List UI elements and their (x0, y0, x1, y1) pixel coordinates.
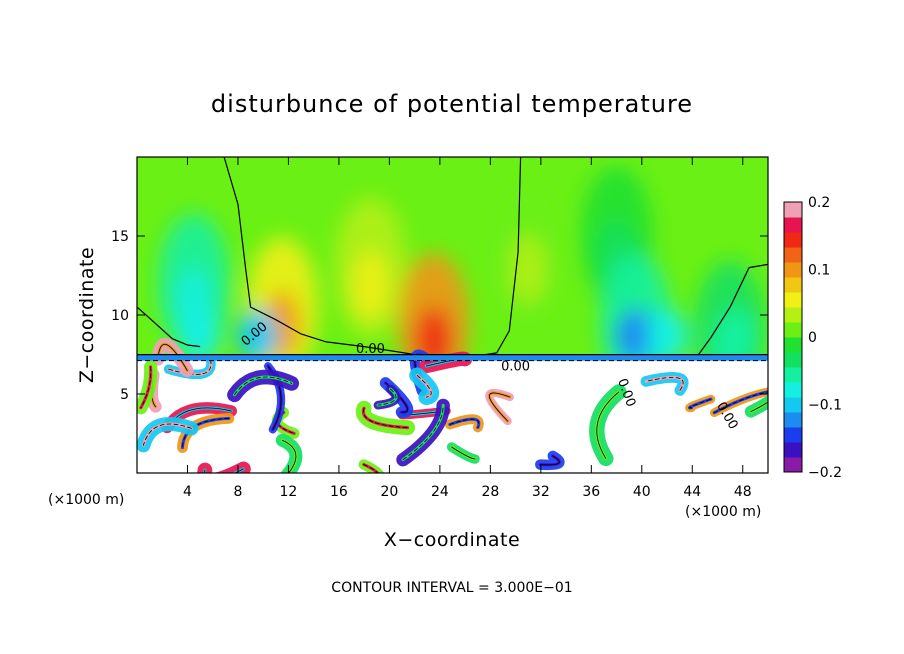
x-tick-label: 8 (233, 484, 242, 500)
turbulent-contour (645, 377, 684, 391)
colorbar-swatch (784, 397, 802, 413)
colorbar-label: 0 (808, 330, 817, 346)
anomaly-cell (716, 309, 757, 362)
turbulent-contour (281, 439, 297, 473)
y-axis-label: Z−coordinate (76, 247, 98, 383)
x-tick-label: 44 (683, 484, 701, 500)
zero-contour (223, 157, 522, 359)
x-tick-label: 40 (633, 484, 651, 500)
turbulent-contour (377, 388, 397, 406)
zero-contour (698, 263, 768, 355)
x-tick-label: 28 (481, 484, 499, 500)
colorbar-swatch (784, 367, 802, 383)
colorbar-swatch (784, 247, 802, 263)
contour-label: 0.00 (501, 359, 530, 374)
colorbar-swatch (784, 202, 802, 218)
colorbar-labels: 0.2 0.1 0 −0.1 −0.2 (808, 195, 842, 481)
colorbar-swatch (784, 232, 802, 248)
turbulent-contour (363, 407, 409, 429)
anomaly-cell (180, 309, 221, 362)
turbulent-contour (750, 401, 768, 413)
turbulent-contour (449, 418, 480, 428)
plot-area: 0.00 0.000.000.000.00 (137, 157, 768, 473)
zero-contour (137, 306, 201, 348)
colorbar-swatch (784, 262, 802, 278)
colorbar-swatch (784, 412, 802, 428)
colorbar-swatch (784, 307, 802, 323)
turbulent-contour (204, 468, 244, 473)
anomaly-cell (647, 309, 688, 362)
y-tick-label: 5 (120, 387, 129, 403)
inversion-band (137, 354, 768, 362)
colorbar-swatch (784, 292, 802, 308)
anomaly-cell (236, 309, 277, 362)
chart-title: disturbunce of potential temperature (211, 90, 693, 118)
x-tick-label: 4 (183, 484, 192, 500)
colorbar-swatch (784, 382, 802, 398)
turbulent-contour (689, 398, 712, 409)
turbulent-contour (402, 405, 444, 461)
x-tick-label: 16 (330, 484, 348, 500)
turbulent-contour (143, 423, 192, 446)
x-tick-label: 20 (380, 484, 398, 500)
turbulent-contour (140, 366, 152, 409)
colorbar-swatch (784, 277, 802, 293)
contour-interval-note: CONTOUR INTERVAL = 3.000E−01 (331, 580, 572, 596)
turbulent-contour (451, 446, 476, 460)
colorbar-swatch (784, 352, 802, 368)
colorbar-label: 0.2 (808, 195, 830, 211)
inversion-strip (137, 354, 768, 361)
x-axis: 4 8 12 16 20 24 28 32 36 40 44 48 (183, 157, 752, 500)
turbulent-contour (489, 392, 511, 422)
y-axis: 5 10 15 (111, 229, 768, 403)
x-tick-label: 36 (582, 484, 600, 500)
colorbar-label: 0.1 (808, 263, 830, 279)
anomaly-cell (615, 309, 656, 362)
x-tick-label: 24 (431, 484, 449, 500)
colorbar-swatch (784, 442, 802, 458)
anomaly-core (352, 251, 389, 320)
turbulent-contour (234, 376, 293, 396)
x-axis-label: X−coordinate (384, 529, 520, 551)
colorbar-frame (783, 201, 803, 473)
turbulent-bands (137, 338, 768, 473)
turbulent-contour (157, 343, 188, 371)
anomaly-core (510, 235, 547, 304)
turbulent-contour (416, 375, 432, 398)
turbulent-contour (596, 391, 620, 459)
turbulent-contour (363, 464, 379, 473)
turbulent-contour (713, 391, 768, 414)
y-tick-label: 15 (111, 229, 129, 245)
x-tick-label: 12 (280, 484, 298, 500)
turbulent-contour (168, 358, 212, 375)
x-unit-right: (×1000 m) (685, 504, 761, 520)
colorbar-swatch (784, 322, 802, 338)
contour-lines (137, 157, 768, 359)
colorbar-label: −0.1 (808, 398, 842, 414)
colorbar-swatch (784, 217, 802, 233)
colorbar-swatch (784, 337, 802, 353)
colorbar-swatch (784, 427, 802, 443)
turbulent-contour (539, 455, 560, 466)
x-tick-label: 48 (734, 484, 752, 500)
x-tick-label: 32 (532, 484, 550, 500)
y-tick-label: 10 (111, 308, 129, 324)
colorbar-label: −0.2 (808, 465, 842, 481)
colorbar-swatch (784, 457, 802, 473)
x-unit-left: (×1000 m) (48, 492, 124, 508)
colorbar (783, 201, 803, 473)
contour-label: 0.00 (356, 342, 385, 357)
